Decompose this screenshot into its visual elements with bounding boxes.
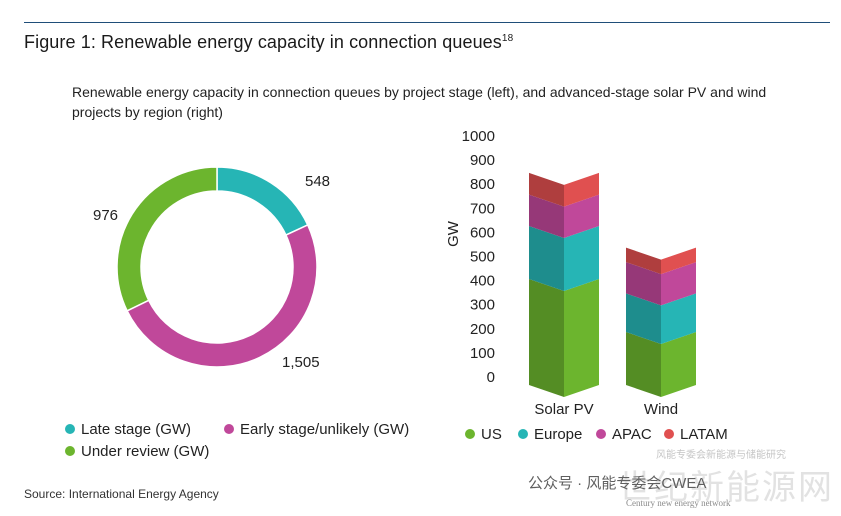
bar-segment-left [529, 172, 564, 207]
bar-legend: US Europe APAC LATAM [465, 426, 728, 443]
watermark-small-text: 风能专委会新能源与储能研究 [656, 450, 786, 461]
chart-subtitle: Renewable energy capacity in connection … [72, 84, 767, 120]
watermark-sub-text: Century new energy network [626, 498, 731, 508]
legend-label: Under review (GW) [81, 443, 209, 460]
y-tick-label: 100 [470, 345, 495, 362]
bar-category-labels: Solar PV Wind [534, 401, 678, 418]
bar-segment-left [626, 262, 661, 306]
y-tick-label: 600 [470, 224, 495, 241]
y-tick-label: 1000 [462, 128, 495, 145]
donut-legend: Late stage (GW) Early stage/unlikely (GW)… [65, 421, 409, 460]
source-note: Source: International Energy Agency [24, 487, 219, 501]
legend-marker [596, 429, 606, 439]
stacked-bars [529, 172, 696, 397]
donut-slice [216, 166, 309, 237]
y-tick-label: 0 [487, 369, 495, 386]
legend-label: Europe [534, 426, 582, 443]
legend-marker [224, 424, 234, 434]
donut-slice [126, 223, 318, 368]
bar-segment-right [564, 194, 599, 238]
figure-title-text: Figure 1: Renewable energy capacity in c… [24, 32, 502, 52]
legend-label: US [481, 426, 502, 443]
watermark-text: 公众号 · 风能专委会CWEA [528, 475, 707, 492]
watermark-large-text: 世纪新能源网 [618, 469, 834, 507]
legend-label: Late stage (GW) [81, 421, 191, 438]
y-tick-label: 700 [470, 200, 495, 217]
legend-marker [518, 429, 528, 439]
donut-value-label: 976 [93, 207, 118, 224]
y-tick-label: 400 [470, 273, 495, 290]
bar-category-label: Solar PV [534, 401, 593, 418]
figure-title-footnote: 18 [501, 33, 514, 44]
bar-segment-right [564, 278, 599, 397]
bar-segment-right [564, 225, 599, 291]
top-rule [24, 22, 830, 23]
bar-segment-left [529, 194, 564, 238]
donut-value-label: 548 [305, 173, 330, 190]
bar-category-label: Wind [644, 401, 678, 418]
y-tick-label: 900 [470, 152, 495, 169]
donut-value-label: 1,505 [282, 354, 320, 371]
bar-segment-left [626, 331, 661, 397]
bar-segment-left [626, 247, 661, 275]
legend-marker [65, 446, 75, 456]
donut-slice [116, 166, 218, 312]
y-tick-label: 800 [470, 176, 495, 193]
bar-segment-right [661, 331, 696, 397]
y-tick-label: 300 [470, 297, 495, 314]
bar-segment-right [661, 247, 696, 275]
figure-title: Figure 1: Renewable energy capacity in c… [24, 32, 513, 53]
bar-segment-left [529, 225, 564, 291]
legend-marker [465, 429, 475, 439]
legend-label: APAC [612, 426, 652, 443]
y-tick-label: 500 [470, 249, 495, 266]
y-axis-label: GW [445, 220, 462, 247]
legend-marker [65, 424, 75, 434]
donut-value-labels: 548 1,505 976 [93, 173, 330, 371]
bar-segment-left [529, 278, 564, 397]
legend-label: LATAM [680, 426, 728, 443]
bar-segment-right [661, 262, 696, 306]
legend-label: Early stage/unlikely (GW) [240, 421, 409, 438]
bar-y-axis: 0 100 200 300 400 500 600 700 800 900 1000 GW [445, 128, 495, 386]
bar-segment-right [661, 293, 696, 344]
legend-marker [664, 429, 674, 439]
bar-segment-left [626, 293, 661, 344]
watermark: 世纪新能源网 风能专委会新能源与储能研究 公众号 · 风能专委会CWEA Cen… [506, 450, 836, 516]
donut-chart [116, 166, 318, 368]
bar-segment-right [564, 172, 599, 207]
y-tick-label: 200 [470, 321, 495, 338]
